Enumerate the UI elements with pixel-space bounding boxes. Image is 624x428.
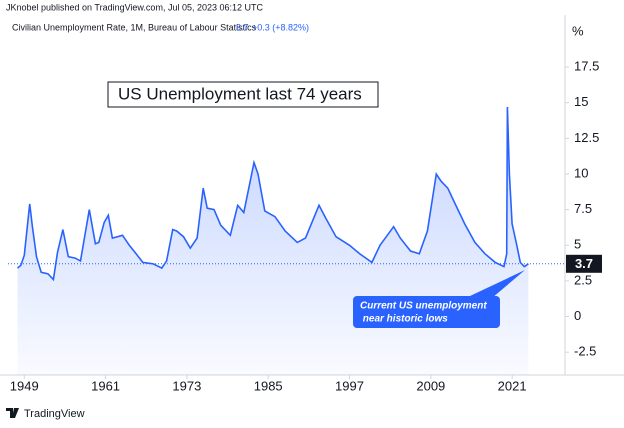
x-tick-label: 1985 (254, 378, 283, 393)
y-tick-label: 15 (574, 94, 588, 109)
x-tick-label: 1973 (172, 378, 201, 393)
legend-value: 3.7 (236, 22, 249, 32)
x-tick-label: 1961 (91, 378, 120, 393)
y-tick-label: 17.5 (574, 58, 599, 73)
x-tick-label: 1949 (10, 378, 39, 393)
legend-change: +0.3 (+8.82%) (252, 22, 309, 32)
publisher: JKnobel published on TradingView.com, Ju… (6, 2, 263, 12)
y-unit: % (572, 23, 584, 38)
callout-box (353, 296, 500, 328)
x-tick-label: 2021 (498, 378, 527, 393)
y-tick-label: 12.5 (574, 130, 599, 145)
last-value-label: 3.7 (575, 256, 593, 271)
brand: TradingView (24, 408, 85, 420)
legend-label: Civilian Unemployment Rate, 1M, Bureau o… (12, 22, 257, 32)
y-tick-label: 10 (574, 165, 588, 180)
title-box (107, 81, 379, 108)
x-tick-label: 1997 (335, 378, 364, 393)
y-tick-label: -2.5 (574, 344, 596, 359)
line (16, 106, 529, 282)
y-tick-label: 2.5 (574, 272, 592, 287)
logo (6, 408, 19, 418)
chart-title: US Unemployment last 74 years (118, 84, 362, 103)
y-tick-label: 0 (574, 308, 581, 323)
last-value-box (566, 254, 602, 273)
annotation: near historic lows (360, 314, 448, 325)
callout-pointer (470, 270, 525, 298)
y-tick-label: 7.5 (574, 201, 592, 216)
x-tick-label: 2009 (416, 378, 445, 393)
y-tick-label: 5 (574, 237, 581, 252)
annotation: Current US unemployment (360, 301, 487, 312)
